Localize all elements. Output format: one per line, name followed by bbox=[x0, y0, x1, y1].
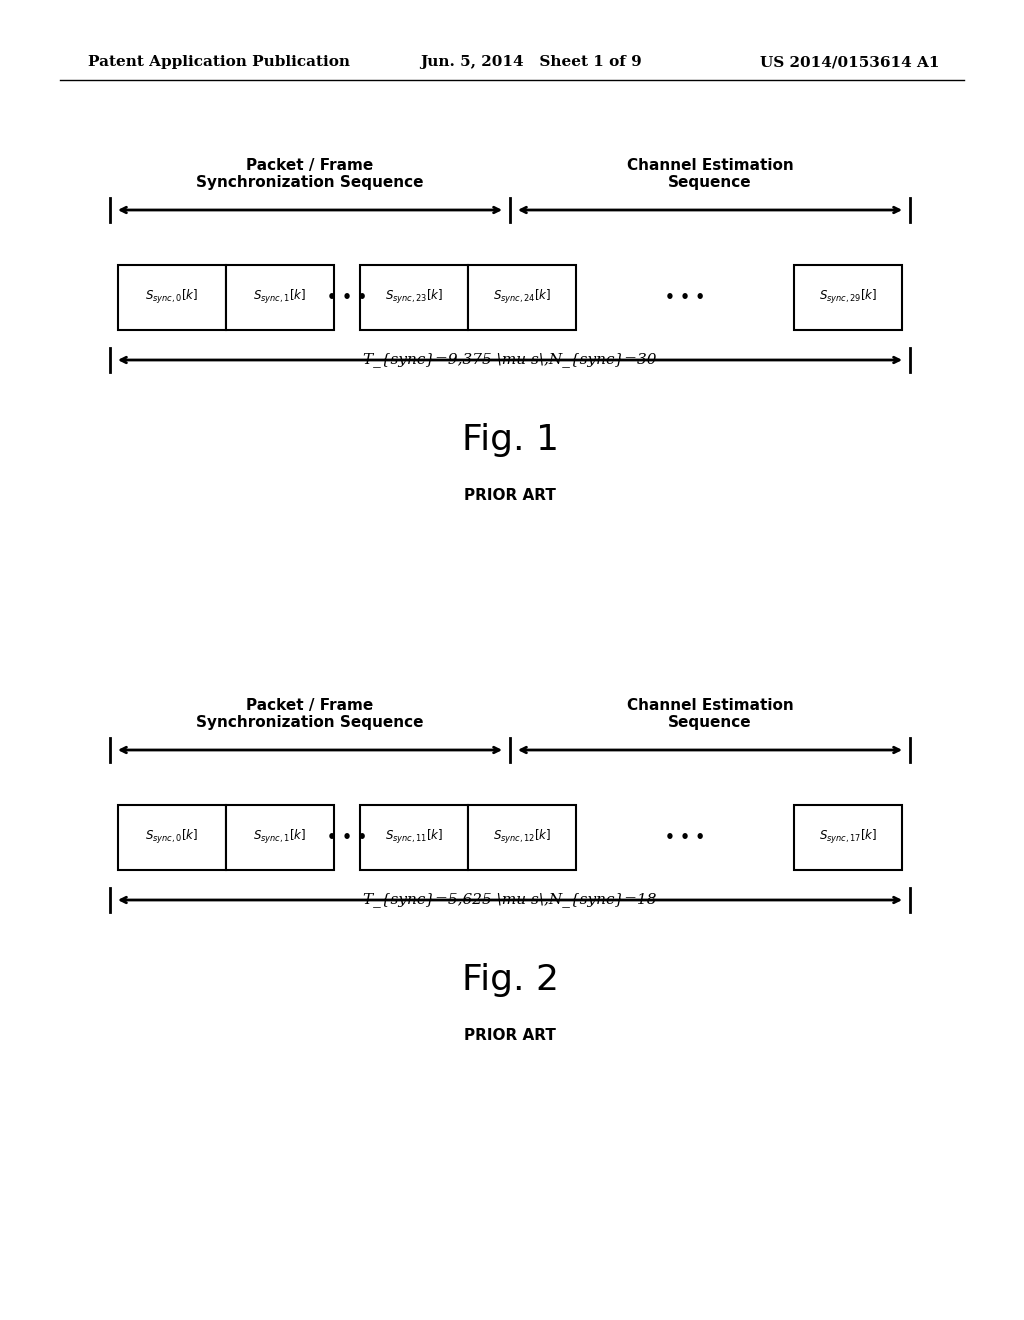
Text: Packet / Frame
Synchronization Sequence: Packet / Frame Synchronization Sequence bbox=[197, 157, 424, 190]
Text: $S_{sync,1}[k]$: $S_{sync,1}[k]$ bbox=[253, 289, 306, 306]
FancyBboxPatch shape bbox=[226, 805, 334, 870]
FancyBboxPatch shape bbox=[226, 265, 334, 330]
Text: Packet / Frame
Synchronization Sequence: Packet / Frame Synchronization Sequence bbox=[197, 697, 424, 730]
FancyBboxPatch shape bbox=[468, 265, 575, 330]
Text: T_{sync}=5,625 \mu s\,N_{sync}=18: T_{sync}=5,625 \mu s\,N_{sync}=18 bbox=[364, 892, 656, 907]
Text: • • •: • • • bbox=[327, 830, 367, 845]
Text: $S_{sync,12}[k]$: $S_{sync,12}[k]$ bbox=[493, 829, 551, 846]
Text: $S_{sync,11}[k]$: $S_{sync,11}[k]$ bbox=[385, 829, 443, 846]
Text: • • •: • • • bbox=[327, 290, 367, 305]
Text: PRIOR ART: PRIOR ART bbox=[464, 487, 556, 503]
Text: Jun. 5, 2014   Sheet 1 of 9: Jun. 5, 2014 Sheet 1 of 9 bbox=[420, 55, 642, 69]
FancyBboxPatch shape bbox=[360, 265, 468, 330]
Text: • • •: • • • bbox=[665, 290, 706, 305]
FancyBboxPatch shape bbox=[794, 265, 902, 330]
Text: $S_{sync,24}[k]$: $S_{sync,24}[k]$ bbox=[493, 289, 551, 306]
Text: $S_{sync,29}[k]$: $S_{sync,29}[k]$ bbox=[819, 289, 878, 306]
Text: Patent Application Publication: Patent Application Publication bbox=[88, 55, 350, 69]
Text: $S_{sync,0}[k]$: $S_{sync,0}[k]$ bbox=[145, 289, 199, 306]
FancyBboxPatch shape bbox=[118, 805, 226, 870]
Text: T_{sync}=9,375 \mu s\,N_{sync}=30: T_{sync}=9,375 \mu s\,N_{sync}=30 bbox=[364, 352, 656, 367]
Text: $S_{sync,17}[k]$: $S_{sync,17}[k]$ bbox=[819, 829, 878, 846]
Text: Channel Estimation
Sequence: Channel Estimation Sequence bbox=[627, 157, 794, 190]
Text: Fig. 2: Fig. 2 bbox=[462, 964, 558, 997]
FancyBboxPatch shape bbox=[794, 805, 902, 870]
Text: Channel Estimation
Sequence: Channel Estimation Sequence bbox=[627, 697, 794, 730]
Text: $S_{sync,1}[k]$: $S_{sync,1}[k]$ bbox=[253, 829, 306, 846]
Text: US 2014/0153614 A1: US 2014/0153614 A1 bbox=[760, 55, 939, 69]
Text: $S_{sync,23}[k]$: $S_{sync,23}[k]$ bbox=[385, 289, 443, 306]
FancyBboxPatch shape bbox=[118, 265, 226, 330]
Text: PRIOR ART: PRIOR ART bbox=[464, 1027, 556, 1043]
Text: Fig. 1: Fig. 1 bbox=[462, 422, 558, 457]
FancyBboxPatch shape bbox=[360, 805, 468, 870]
Text: $S_{sync,0}[k]$: $S_{sync,0}[k]$ bbox=[145, 829, 199, 846]
Text: • • •: • • • bbox=[665, 830, 706, 845]
FancyBboxPatch shape bbox=[468, 805, 575, 870]
